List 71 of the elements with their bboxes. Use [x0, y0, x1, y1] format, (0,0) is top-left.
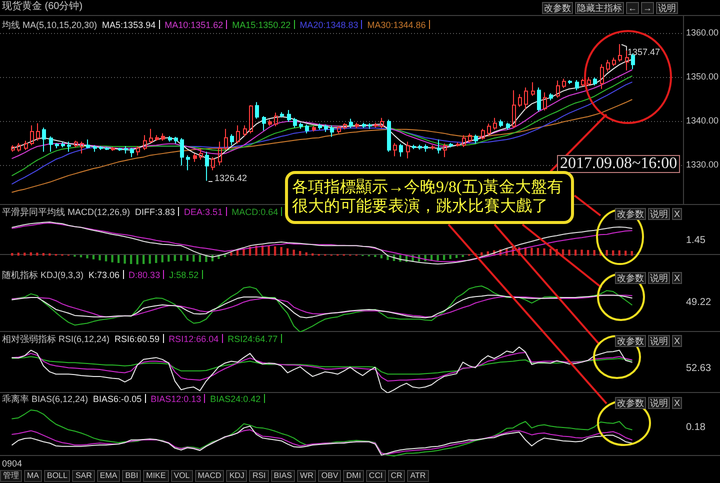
legend-label: MA15:1350.22: [232, 20, 291, 30]
y-tick-label: 1340.00: [686, 115, 719, 126]
text: 0904: [2, 458, 22, 468]
legend-title: 均线 MA(5,10,15,20,30): [2, 20, 98, 30]
legend-label: K:73.06: [88, 270, 120, 280]
tab: BBI: [122, 470, 142, 482]
legend-label: RSI6:60.59: [114, 334, 160, 344]
annotation: 1357.47: [628, 46, 660, 57]
button: 改参数: [614, 272, 646, 284]
legend-label: MA20:1348.83: [300, 20, 358, 30]
tab: CR: [388, 470, 406, 482]
legend-label: BIAS12:0.13: [150, 394, 202, 404]
button: 改参数: [614, 397, 646, 409]
tab: RSI: [249, 470, 269, 482]
y-tick-label: 1350.00: [686, 71, 719, 82]
tab: EMA: [96, 470, 120, 482]
button: 说明: [648, 208, 670, 220]
annotation: 1326.42: [214, 172, 248, 183]
legend-label: MA10:1351.62: [164, 20, 224, 30]
tab: DMI: [343, 470, 364, 482]
annotation: 各項指標顯示→今晚9/8(五)黃金大盤有很大的可能要表演，跳水比賽大戲了: [285, 171, 574, 224]
tab: 管理: [0, 470, 22, 482]
button: 说明: [656, 2, 678, 14]
text: 52.63: [686, 362, 712, 374]
text: 1.45: [686, 234, 706, 246]
tab: CCI: [366, 470, 386, 482]
button: ←: [626, 2, 639, 14]
legend-label: RSI24:64.77: [228, 334, 278, 344]
tab: KDJ: [226, 470, 248, 482]
legend-label: MACD:0.64: [232, 207, 278, 217]
tab: WR: [297, 470, 316, 482]
legend-title: 平滑异同平均线 MACD(12,26,9): [2, 207, 130, 217]
legend-title: 乖离率 BIAS(6,12,24): [2, 394, 88, 404]
button: X: [672, 397, 682, 409]
button: X: [672, 208, 682, 220]
legend-title: 相对强弱指标 RSI(6,12,24): [2, 334, 110, 344]
tab: ATR: [407, 470, 429, 482]
tab: MIKE: [143, 470, 169, 482]
tab: MA: [24, 470, 42, 482]
legend-label: D:80.33: [128, 270, 160, 280]
button: →: [641, 2, 654, 14]
button: 说明: [648, 335, 670, 347]
chart-title: 现货黄金 (60分钟): [2, 1, 83, 13]
legend-label: BIAS24:0.42: [210, 394, 261, 404]
text: 0.18: [686, 422, 706, 433]
button: 说明: [648, 397, 670, 409]
legend-title: 随机指标 KDJ(9,3,3): [2, 270, 84, 280]
legend-label: MA30:1344.86: [367, 20, 426, 30]
tab: BOLL: [44, 470, 70, 482]
legend-label: DEA:3.51: [184, 207, 223, 217]
button: 说明: [648, 272, 670, 284]
tab: OBV: [318, 470, 342, 482]
legend-label: RSI12:66.04: [168, 334, 219, 344]
tab: SAR: [72, 470, 95, 482]
button: X: [672, 335, 682, 347]
y-tick-label: 1330.00: [686, 159, 719, 170]
tab: BIAS: [270, 470, 296, 482]
button: 改参数: [542, 2, 573, 14]
legend-label: BIAS6:-0.05: [93, 394, 142, 404]
legend-label: MA5:1353.94: [102, 20, 156, 30]
legend-label: DIFF:3.83: [135, 207, 176, 217]
annotation: 2017.09.08~16:00: [557, 155, 680, 173]
button: X: [672, 272, 682, 284]
legend-label: J:58.52: [169, 270, 199, 280]
tab: VOL: [170, 470, 193, 482]
tab: MACD: [194, 470, 224, 482]
text: 49.22: [686, 296, 712, 308]
button: 改参数: [614, 208, 646, 220]
button: 改参数: [614, 335, 646, 347]
button: 隐藏主指标: [575, 2, 624, 14]
y-tick-label: 1360.00: [686, 27, 719, 38]
